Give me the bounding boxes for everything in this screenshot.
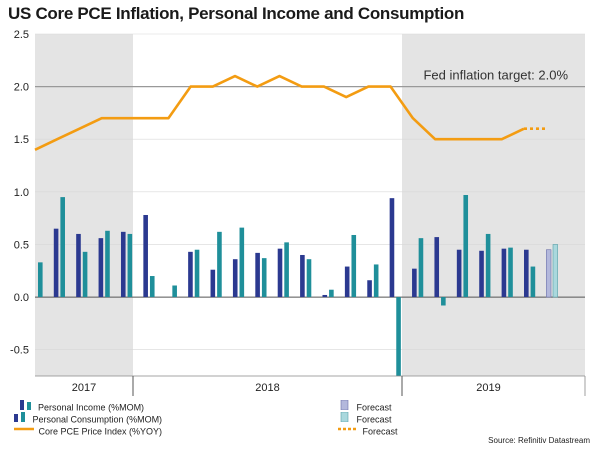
y-tick-label: 2.5 <box>14 29 29 41</box>
legend-swatch-forecast-consumption <box>340 411 349 423</box>
target-annotation: Fed inflation target: 2.0% <box>423 68 568 83</box>
chart-plot: 2.5 2.0 1.5 1.0 0.5 0.0 -0.5 Fed inflation targ… <box>10 29 586 396</box>
legend-swatch-consumption <box>14 412 25 422</box>
legend-item-forecast-consumption: Forecast <box>338 411 392 425</box>
legend-item-forecast-income: Forecast <box>338 399 392 413</box>
bar-personal-consumption <box>441 297 446 306</box>
bar-personal-consumption <box>418 238 424 298</box>
bar-personal-consumption <box>530 266 536 298</box>
bar-personal-consumption <box>261 258 267 298</box>
chart-legend: Personal Income (%MOM) Personal Consumpt… <box>0 398 600 438</box>
bar-personal-income <box>277 248 283 298</box>
bar-personal-consumption <box>105 230 110 298</box>
y-tick-label: 1.5 <box>14 134 29 146</box>
bar-personal-consumption <box>127 233 133 298</box>
x-tick-label-year: 2019 <box>476 382 500 394</box>
y-tick-label: 0.0 <box>14 292 29 304</box>
bar-personal-income <box>367 280 372 298</box>
legend-label-consumption: Personal Consumption (%MOM) <box>32 414 163 425</box>
x-tick-label-year: 2018 <box>255 382 279 394</box>
legend-item-forecast-core-pce: Forecast <box>338 424 398 437</box>
bar-personal-income <box>210 269 216 298</box>
bar-personal-income <box>389 198 395 298</box>
bar-personal-consumption <box>217 231 222 298</box>
bar-personal-consumption <box>239 227 245 298</box>
source-note: Source: Refinitiv Datastream <box>488 436 590 445</box>
bar-personal-consumption <box>552 244 558 298</box>
bar-personal-consumption <box>463 195 469 298</box>
x-tick-label-year: 2017 <box>72 382 96 394</box>
bar-personal-income <box>255 252 260 298</box>
legend-label-income: Personal Income (%MOM) <box>38 402 145 413</box>
bar-personal-consumption <box>82 251 88 298</box>
shade-band-2019 <box>402 34 585 376</box>
bar-personal-consumption <box>396 297 401 376</box>
bar-personal-consumption <box>306 259 312 298</box>
bar-personal-consumption <box>284 242 289 298</box>
bar-personal-income <box>344 266 350 298</box>
bar-personal-consumption <box>172 285 177 298</box>
bar-personal-consumption <box>373 264 379 298</box>
y-tick-label: 2.0 <box>14 82 29 94</box>
legend-swatch-forecast-income <box>340 399 349 411</box>
bar-personal-consumption <box>60 197 65 298</box>
bar-personal-income <box>434 237 440 298</box>
shade-band-2017 <box>35 34 133 376</box>
bar-personal-income <box>53 228 59 298</box>
legend-label-core-pce: Core PCE Price Index (%YOY) <box>38 426 163 437</box>
bar-personal-consumption <box>508 247 513 298</box>
y-tick-label: 0.5 <box>14 239 29 251</box>
legend-swatch-income <box>19 400 31 410</box>
bar-personal-consumption <box>329 289 334 298</box>
legend-swatch-core-pce <box>14 427 34 431</box>
bar-personal-income <box>322 294 328 298</box>
bar-personal-income <box>546 249 552 298</box>
y-tick-label: -0.5 <box>10 345 29 357</box>
bar-personal-income <box>188 251 193 298</box>
bar-personal-income <box>98 238 104 298</box>
bar-personal-consumption <box>149 276 155 298</box>
bar-personal-income <box>300 254 305 298</box>
bar-personal-consumption <box>485 233 491 298</box>
bar-personal-consumption <box>351 234 357 298</box>
bar-personal-income <box>456 249 462 298</box>
legend-item-income: Personal Income (%MOM) <box>14 400 145 413</box>
bar-personal-income <box>143 214 148 298</box>
legend-label-forecast-consumption: Forecast <box>356 414 392 425</box>
y-tick-label: 1.0 <box>14 187 29 199</box>
legend-swatch-forecast-core-pce <box>338 427 358 431</box>
series-core-pce-line <box>34 74 525 151</box>
bar-personal-income <box>479 250 484 298</box>
bar-personal-income <box>524 249 529 298</box>
bar-personal-income <box>412 268 417 298</box>
legend-label-forecast-income: Forecast <box>356 402 392 413</box>
bar-personal-income <box>232 259 238 298</box>
bar-personal-income <box>501 248 507 298</box>
bar-personal-consumption <box>194 249 200 298</box>
legend-item-consumption: Personal Consumption (%MOM) <box>14 412 163 425</box>
chart-title: US Core PCE Inflation, Personal Income a… <box>8 4 465 23</box>
bar-personal-income <box>120 231 126 298</box>
legend-label-forecast-core-pce: Forecast <box>362 426 398 437</box>
bar-personal-consumption <box>38 262 43 298</box>
bar-personal-income <box>76 233 81 298</box>
legend-item-core-pce: Core PCE Price Index (%YOY) <box>14 424 163 437</box>
